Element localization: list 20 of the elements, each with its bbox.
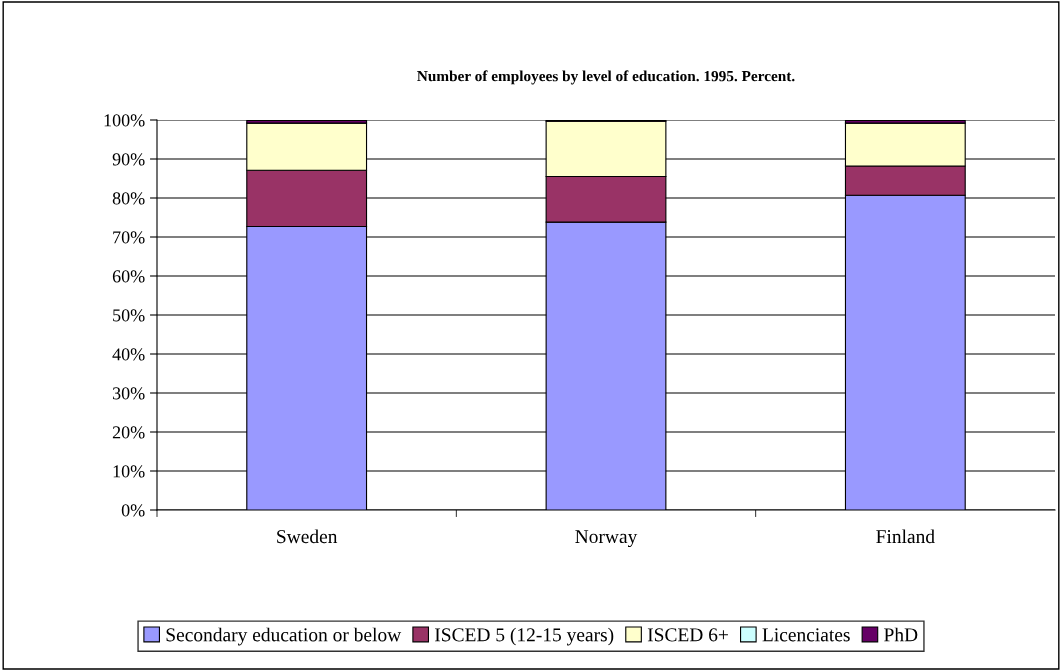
legend-label: ISCED 5 (12-15 years) [434, 627, 614, 646]
x-tick-label: Sweden [277, 529, 338, 544]
legend-label: Secondary education or below [166, 627, 402, 646]
x-tick-label: Norway [575, 530, 638, 548]
y-tick-label: 50% [113, 309, 145, 322]
y-tick-label: 10% [113, 465, 145, 478]
legend-label: ISCED 6+ [647, 628, 728, 642]
y-tick-label: 70% [113, 231, 145, 244]
x-tick-label: Finland [876, 529, 935, 544]
y-tick-label: 90% [112, 153, 145, 166]
y-tick-label: 60% [112, 270, 145, 283]
y-tick-label: 100% [104, 114, 145, 127]
y-tick-label: 30% [112, 387, 145, 400]
legend-label: PhD [884, 627, 918, 642]
legend-label: Licenciates [762, 628, 850, 642]
y-tick-label: 20% [112, 426, 145, 439]
chart-title: Number of employees by level of education. 1995. Percent. [417, 70, 795, 85]
y-tick-label: 40% [112, 348, 145, 361]
y-tick-label: 80% [112, 192, 145, 205]
y-tick-label: 0% [121, 504, 145, 517]
